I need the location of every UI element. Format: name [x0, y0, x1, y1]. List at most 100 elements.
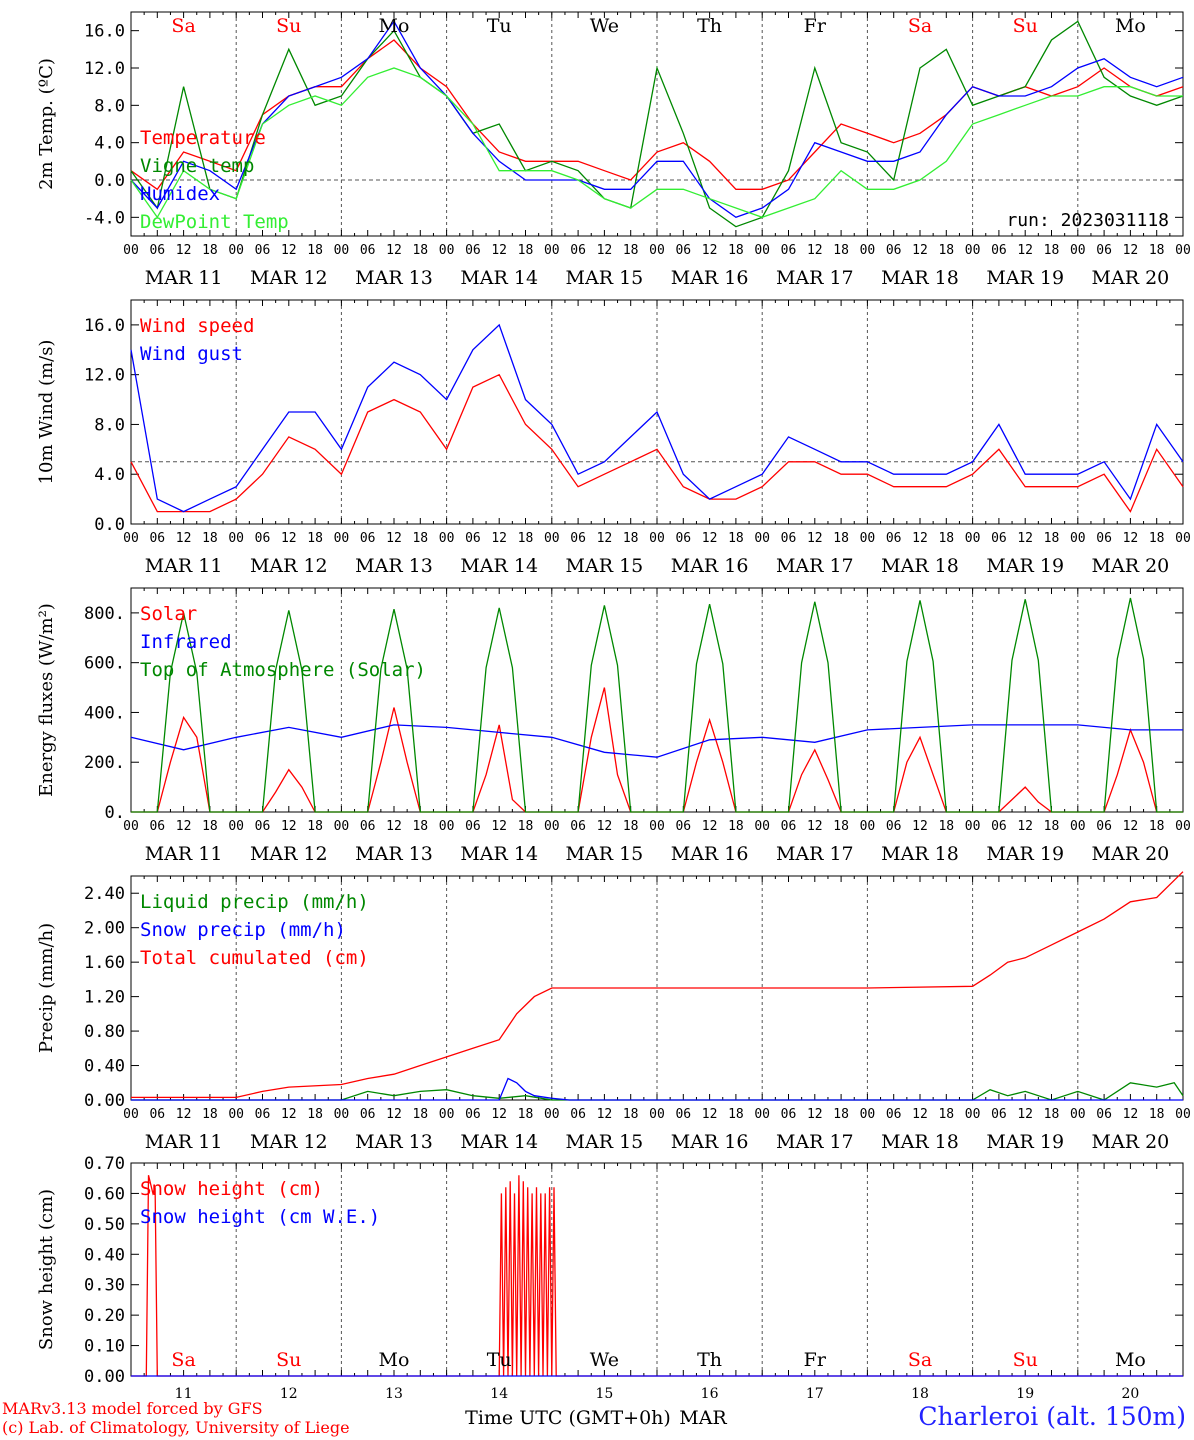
hour-tick-label: 00	[123, 819, 139, 834]
hour-tick-label: 18	[518, 1107, 534, 1122]
hour-tick-label: 00	[754, 531, 770, 546]
hour-tick-label: 12	[702, 243, 718, 258]
hour-tick-label: 12	[491, 243, 507, 258]
date-label: MAR 12	[250, 555, 328, 577]
hour-tick-label: 00	[860, 1107, 876, 1122]
hour-tick-label: 06	[465, 531, 481, 546]
date-label: MAR 11	[145, 555, 223, 577]
y-tick-label: 8.0	[94, 96, 125, 116]
y-tick-label: 200.	[84, 753, 125, 773]
hour-tick-label: 06	[465, 819, 481, 834]
date-label: MAR 20	[1092, 555, 1170, 577]
day-name: Sa	[908, 15, 932, 37]
hour-tick-label: 00	[1070, 243, 1086, 258]
hour-tick-label: 06	[991, 1107, 1007, 1122]
day-name: Sa	[171, 15, 195, 37]
series-line	[130, 20, 1184, 228]
hour-tick-label: 00	[1175, 1107, 1191, 1122]
hour-tick-label: 12	[281, 531, 297, 546]
date-label: MAR 15	[566, 555, 644, 577]
hour-tick-label: 00	[1175, 531, 1191, 546]
y-tick-label: 0.80	[84, 1022, 125, 1042]
hour-tick-label: 12	[281, 819, 297, 834]
hour-tick-label: 18	[623, 531, 639, 546]
hour-tick-label: 06	[991, 531, 1007, 546]
day-name: Tu	[487, 1349, 512, 1371]
hour-tick-label: 12	[176, 243, 192, 258]
hour-tick-label: 18	[1149, 1107, 1165, 1122]
hour-tick-label: 06	[465, 1107, 481, 1122]
day-name: Su	[1013, 15, 1038, 37]
hour-tick-label: 18	[1044, 819, 1060, 834]
y-tick-label: 0.0	[94, 515, 125, 535]
legend-entry: Vigne temp	[140, 155, 254, 177]
legend-entry: Total cumulated (cm)	[140, 947, 369, 969]
hour-tick-label: 06	[781, 1107, 797, 1122]
hour-tick-label: 06	[360, 243, 376, 258]
hour-tick-label: 00	[649, 531, 665, 546]
hour-tick-label: 06	[675, 1107, 691, 1122]
date-label: MAR 12	[250, 1131, 328, 1153]
hour-tick-label: 12	[491, 819, 507, 834]
hour-tick-label: 18	[307, 243, 323, 258]
day-number: 13	[385, 1386, 403, 1402]
hour-tick-label: 18	[938, 1107, 954, 1122]
hour-tick-label: 00	[228, 243, 244, 258]
date-label: MAR 13	[355, 1131, 433, 1153]
day-name: Su	[276, 1349, 301, 1371]
hour-tick-label: 00	[544, 243, 560, 258]
y-tick-label: 0.70	[84, 1154, 125, 1174]
y-tick-label: 1.20	[84, 988, 125, 1008]
hour-tick-label: 12	[176, 1107, 192, 1122]
day-name: Fr	[804, 15, 827, 37]
hour-tick-label: 06	[675, 243, 691, 258]
hour-tick-label: 18	[412, 819, 428, 834]
date-label: MAR 18	[881, 843, 959, 865]
day-number: 18	[911, 1386, 929, 1402]
day-number: 14	[490, 1386, 508, 1402]
day-name: Mo	[1115, 15, 1146, 37]
hour-tick-label: 12	[1017, 1107, 1033, 1122]
hour-tick-label: 12	[702, 1107, 718, 1122]
y-tick-label: -4.0	[84, 208, 125, 228]
hour-tick-label: 00	[228, 819, 244, 834]
hour-tick-label: 06	[255, 243, 271, 258]
legend-entry: Snow precip (mm/h)	[140, 919, 346, 941]
series-line	[130, 724, 1183, 758]
hour-tick-label: 12	[807, 531, 823, 546]
hour-tick-label: 18	[938, 819, 954, 834]
model-credit: MARv3.13 model forced by GFS	[2, 1399, 263, 1418]
hour-tick-label: 00	[965, 819, 981, 834]
hour-tick-label: 18	[728, 1107, 744, 1122]
date-label: MAR 16	[671, 843, 749, 865]
date-label: MAR 18	[881, 555, 959, 577]
date-label: MAR 11	[145, 267, 223, 289]
hour-tick-label: 06	[149, 1107, 165, 1122]
legend-entry: Liquid precip (mm/h)	[140, 891, 369, 913]
hour-tick-label: 18	[518, 243, 534, 258]
hour-tick-label: 12	[1017, 819, 1033, 834]
day-name: Sa	[171, 1349, 195, 1371]
hour-tick-label: 00	[439, 531, 455, 546]
series-line	[131, 871, 1184, 1099]
day-name: Su	[276, 15, 301, 37]
hour-tick-label: 00	[1175, 243, 1191, 258]
hour-tick-label: 00	[334, 243, 350, 258]
y-tick-label: 0.50	[84, 1215, 125, 1235]
y-tick-label: 0.	[105, 803, 125, 823]
run-annotation: run: 2023031118	[1006, 210, 1169, 231]
day-number: 12	[280, 1386, 298, 1402]
date-label: MAR 14	[460, 843, 538, 865]
hour-tick-label: 06	[886, 819, 902, 834]
hour-tick-label: 00	[228, 1107, 244, 1122]
date-label: MAR 11	[145, 1131, 223, 1153]
hour-tick-label: 12	[912, 243, 928, 258]
hour-tick-label: 12	[491, 1107, 507, 1122]
hour-tick-label: 18	[1044, 531, 1060, 546]
hour-tick-label: 00	[754, 1107, 770, 1122]
hour-tick-label: 06	[255, 819, 271, 834]
day-name: Tu	[487, 15, 512, 37]
hour-tick-label: 06	[1096, 1107, 1112, 1122]
hour-tick-label: 12	[597, 819, 613, 834]
